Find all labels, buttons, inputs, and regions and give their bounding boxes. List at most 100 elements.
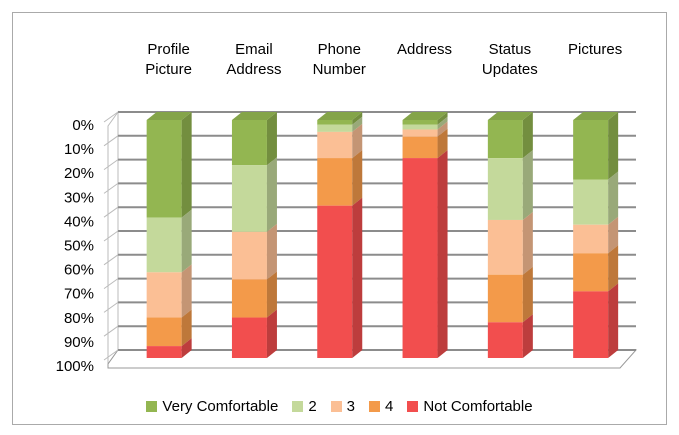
grid-line-side (103, 182, 119, 194)
bar-segment-side (352, 112, 363, 125)
bar-segment-side (181, 338, 192, 358)
bar-segment-top (487, 112, 533, 120)
bar-segment (146, 346, 182, 358)
bar-segment-side (266, 271, 277, 318)
bar-segment-side (437, 116, 448, 130)
legend-label: 3 (346, 398, 355, 415)
bar-segment (146, 217, 182, 273)
grid-line-side (103, 159, 119, 171)
bar-segment-side (522, 314, 533, 358)
grid-line-side (103, 278, 119, 290)
chart-frame (12, 12, 667, 425)
legend-label: 4 (385, 398, 394, 415)
legend-swatch (407, 401, 419, 412)
grid-line-side (103, 325, 119, 337)
bar-segment (402, 158, 438, 358)
bar-segment (402, 129, 438, 137)
legend-item: Not Comfortable (407, 398, 533, 415)
bar-segment-top (317, 112, 363, 120)
y-tick-label: 50% (64, 237, 94, 254)
y-tick-label: 90% (64, 334, 94, 351)
bar-segment-side (181, 209, 192, 273)
bar-segment (573, 120, 609, 180)
legend-item: 3 (330, 398, 355, 415)
left-wall (107, 110, 119, 366)
bar-segment (487, 158, 523, 220)
x-tick-label: Address (397, 41, 453, 58)
bar-segment (317, 131, 353, 159)
bar-segment-side (608, 216, 619, 254)
legend-swatch (369, 401, 380, 412)
bar-segment-side (266, 157, 277, 232)
bar-segment-top (402, 112, 448, 120)
bar-segment (402, 136, 438, 159)
grid-line-side (103, 254, 119, 266)
bar-segment (231, 231, 267, 280)
bar-segment-top (231, 112, 277, 120)
bar-segment (487, 120, 523, 159)
bar-segment (317, 124, 353, 132)
grid-line-side (103, 135, 119, 147)
legend-item: 4 (369, 398, 393, 415)
bar-segment (487, 219, 523, 275)
bar-segment (573, 179, 609, 225)
y-tick-label: 100% (56, 358, 94, 375)
legend: Very Comfortable 2 3 4 Not Comfortable (0, 398, 679, 415)
x-tick-label: Phone Number (312, 41, 366, 78)
bar-segment (231, 279, 267, 318)
bar-segment-side (352, 116, 363, 132)
y-tick-label: 10% (64, 141, 94, 158)
bar-segment (573, 253, 609, 292)
bar-segment-side (437, 112, 448, 125)
bar-segment-side (266, 112, 277, 166)
bar-segment-side (266, 223, 277, 280)
bar-segment-side (522, 211, 533, 275)
bar-segment-side (181, 309, 192, 347)
legend-swatch (146, 401, 158, 412)
grid-line-side (103, 349, 119, 361)
legend-label: Not Comfortable (423, 398, 533, 415)
bar-segment (146, 317, 182, 347)
bar-segment (231, 120, 267, 166)
grid-line-side (103, 111, 119, 123)
bar-segment-side (522, 112, 533, 159)
bar-segment (402, 124, 438, 130)
bar-segment-side (608, 283, 619, 358)
bar-segment (487, 322, 523, 358)
bar-segment (573, 224, 609, 254)
x-tick-label: Email Address (226, 41, 282, 78)
bar-segment (317, 158, 353, 206)
legend-label: Very Comfortable (162, 398, 279, 415)
bar-segment-side (352, 197, 363, 358)
bar-segment (231, 165, 267, 232)
legend-item: 2 (292, 398, 317, 415)
bar-segment-top (573, 112, 619, 120)
bar-segment-side (608, 245, 619, 292)
bar-segment-side (608, 171, 619, 225)
bar-segment-side (522, 266, 533, 323)
bar-segment-side (437, 128, 448, 159)
y-tick-label: 80% (64, 310, 94, 327)
bar-segment-side (608, 112, 619, 180)
x-tick-label: Profile Picture (145, 41, 192, 78)
bar-segment-side (181, 264, 192, 318)
y-tick-label: 30% (64, 189, 94, 206)
bar-segment (146, 120, 182, 218)
legend-swatch (330, 401, 342, 412)
grid-line-side (103, 206, 119, 218)
grid-line-side (103, 230, 119, 242)
bar-segment-side (181, 112, 192, 218)
bar-segment-top (146, 112, 192, 120)
bar-segment-side (437, 121, 448, 137)
bar-segment (487, 274, 523, 323)
legend-label: 2 (308, 398, 317, 415)
legend-swatch (292, 401, 304, 412)
bar-segment (146, 272, 182, 318)
grid-line-side (103, 301, 119, 313)
bar-segment-side (266, 309, 277, 358)
bar-segment (231, 317, 267, 358)
bar-segment (402, 120, 438, 125)
bar-segment-side (352, 123, 363, 159)
